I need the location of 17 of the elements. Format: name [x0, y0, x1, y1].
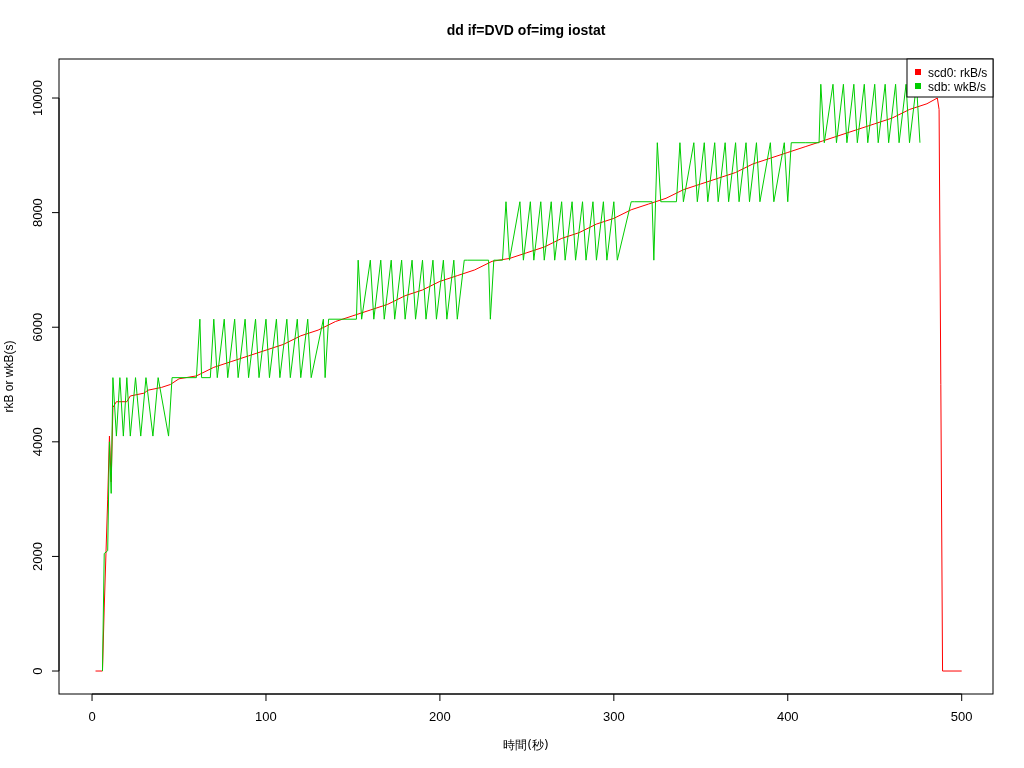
y-tick-label: 8000	[30, 198, 45, 228]
x-tick-label: 0	[88, 709, 96, 724]
y-tick-label: 2000	[30, 541, 45, 571]
x-tick-label: 100	[255, 709, 277, 724]
y-tick-label: 10000	[30, 79, 45, 117]
y-tick-label: 0	[30, 667, 45, 675]
y-tick-label: 6000	[30, 312, 45, 342]
y-tick-label: 4000	[30, 427, 45, 457]
x-tick-label: 300	[602, 709, 625, 724]
legend-label: scd0: rkB/s	[928, 66, 988, 80]
x-axis-title: 時間(秒)	[503, 738, 549, 752]
series-label: sdb: wkB/s	[928, 80, 987, 94]
chart-title: dd if=DVD of=img iostat	[446, 22, 606, 38]
y-axis-title: rkB or wkB(s)	[2, 340, 16, 413]
x-tick-label: 200	[429, 709, 451, 724]
x-tick-label: 500	[950, 709, 973, 724]
x-tick-label: 400	[776, 709, 799, 724]
